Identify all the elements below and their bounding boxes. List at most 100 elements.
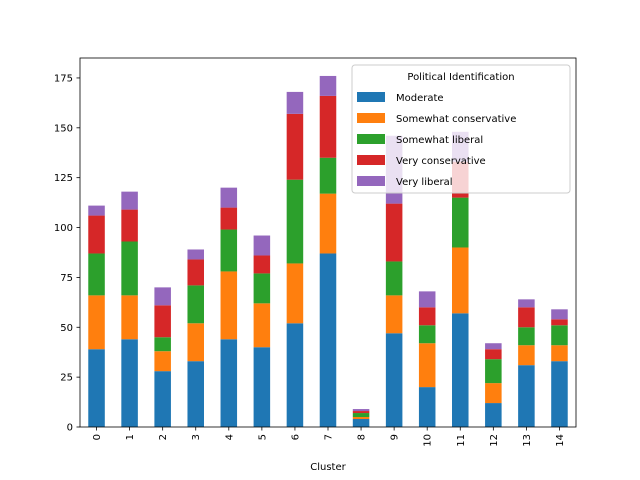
bar-very-liberal-cluster-6 — [286, 91, 304, 114]
bar-very-conservative-cluster-4 — [220, 207, 238, 230]
bar-somewhat-conservative-cluster-3 — [187, 323, 204, 362]
x-tick-label: 0 — [92, 434, 103, 440]
bar-very-conservative-cluster-0 — [88, 215, 105, 254]
y-tick-label: 100 — [54, 223, 73, 234]
bar-very-liberal-cluster-7 — [319, 75, 337, 96]
bar-moderate-cluster-10 — [418, 387, 436, 427]
bar-very-conservative-cluster-13 — [518, 307, 535, 328]
bar-somewhat-conservative-cluster-10 — [418, 343, 436, 388]
y-tick-label: 75 — [60, 273, 73, 284]
legend-box — [351, 64, 571, 194]
bar-somewhat-liberal-cluster-10 — [418, 325, 436, 344]
bar-somewhat-conservative-cluster-13 — [518, 345, 535, 366]
bar-somewhat-liberal-cluster-14 — [551, 325, 568, 346]
legend-label-very-conservative: Very conservative — [396, 156, 486, 167]
bar-moderate-cluster-6 — [286, 323, 304, 427]
bar-somewhat-liberal-cluster-11 — [452, 197, 469, 248]
bar-moderate-cluster-7 — [319, 253, 337, 427]
bar-somewhat-conservative-cluster-1 — [121, 295, 138, 340]
y-tick-label: 25 — [60, 373, 73, 384]
legend-label-somewhat-liberal: Somewhat liberal — [396, 135, 483, 146]
x-tick-label: 2 — [158, 434, 169, 440]
bar-very-liberal-cluster-13 — [518, 299, 535, 308]
x-tick-label: 11 — [456, 434, 467, 447]
legend-label-very-liberal: Very liberal — [396, 177, 453, 188]
bar-moderate-cluster-11 — [452, 313, 469, 427]
x-tick-label: 6 — [290, 434, 301, 440]
y-tick-label: 175 — [54, 73, 73, 84]
bar-moderate-cluster-4 — [220, 339, 238, 427]
bar-somewhat-liberal-cluster-12 — [485, 359, 502, 384]
bar-very-liberal-cluster-3 — [187, 249, 204, 260]
x-tick-label: 1 — [125, 434, 136, 440]
bar-very-conservative-cluster-2 — [154, 305, 171, 338]
bar-very-liberal-cluster-14 — [551, 309, 568, 320]
x-tick-label: 10 — [423, 434, 434, 447]
x-tick-label: 12 — [489, 434, 500, 447]
bar-very-liberal-cluster-4 — [220, 187, 238, 208]
legend-swatch-very-liberal — [357, 176, 385, 186]
bar-moderate-cluster-9 — [385, 333, 403, 427]
bar-somewhat-liberal-cluster-4 — [220, 229, 238, 272]
bar-somewhat-liberal-cluster-0 — [88, 253, 105, 296]
legend-label-somewhat-conservative: Somewhat conservative — [396, 114, 516, 125]
bar-very-conservative-cluster-6 — [286, 113, 304, 180]
bar-very-conservative-cluster-10 — [418, 307, 436, 326]
legend-swatch-somewhat-liberal — [357, 134, 385, 144]
bar-moderate-cluster-14 — [551, 361, 568, 427]
bar-somewhat-conservative-cluster-4 — [220, 271, 238, 340]
bar-very-liberal-cluster-1 — [121, 191, 138, 210]
bar-somewhat-liberal-cluster-7 — [319, 157, 337, 194]
y-tick-label: 150 — [54, 123, 73, 134]
x-tick-label: 7 — [324, 434, 335, 440]
bar-somewhat-conservative-cluster-6 — [286, 263, 304, 324]
bar-very-liberal-cluster-2 — [154, 287, 171, 306]
x-tick-label: 13 — [522, 434, 533, 447]
legend-title: Political Identification — [407, 72, 514, 83]
bar-somewhat-liberal-cluster-13 — [518, 327, 535, 346]
legend-swatch-very-conservative — [357, 155, 385, 165]
x-tick-label: 9 — [390, 434, 401, 440]
bar-somewhat-conservative-cluster-8 — [352, 417, 370, 420]
bar-somewhat-conservative-cluster-0 — [88, 295, 105, 350]
bar-very-conservative-cluster-8 — [352, 411, 370, 414]
x-tick-label: 3 — [191, 434, 202, 440]
bar-very-liberal-cluster-10 — [418, 291, 436, 308]
legend: Political Identification Moderate Somewhat… — [351, 64, 571, 194]
bar-somewhat-liberal-cluster-9 — [385, 261, 403, 296]
bar-very-conservative-cluster-7 — [319, 95, 337, 158]
bar-very-liberal-cluster-5 — [253, 235, 271, 256]
bar-moderate-cluster-3 — [187, 361, 204, 427]
bar-moderate-cluster-5 — [253, 347, 271, 427]
x-tick-label: 4 — [224, 434, 235, 440]
bar-somewhat-conservative-cluster-12 — [485, 383, 502, 404]
bar-very-conservative-cluster-14 — [551, 319, 568, 326]
x-tick-label: 14 — [555, 434, 566, 447]
bar-very-conservative-cluster-1 — [121, 209, 138, 242]
bar-somewhat-conservative-cluster-2 — [154, 351, 171, 372]
bar-somewhat-conservative-cluster-5 — [253, 303, 271, 348]
bar-very-liberal-cluster-8 — [352, 409, 370, 412]
bar-moderate-cluster-12 — [485, 403, 502, 427]
bar-moderate-cluster-1 — [121, 339, 138, 427]
bar-somewhat-liberal-cluster-5 — [253, 273, 271, 304]
legend-swatch-somewhat-conservative — [357, 113, 385, 123]
bar-somewhat-liberal-cluster-8 — [352, 413, 370, 418]
x-tick-label: 5 — [257, 434, 268, 440]
bar-very-conservative-cluster-12 — [485, 349, 502, 360]
bar-somewhat-liberal-cluster-6 — [286, 179, 304, 264]
bar-somewhat-conservative-cluster-7 — [319, 193, 337, 254]
bar-very-conservative-cluster-5 — [253, 255, 271, 274]
y-tick-label: 125 — [54, 173, 73, 184]
bar-somewhat-conservative-cluster-14 — [551, 345, 568, 362]
legend-label-moderate: Moderate — [396, 93, 444, 104]
bar-moderate-cluster-13 — [518, 365, 535, 427]
bar-somewhat-conservative-cluster-11 — [452, 247, 469, 314]
bar-very-conservative-cluster-3 — [187, 259, 204, 286]
bar-moderate-cluster-8 — [352, 419, 370, 427]
bars-layer — [88, 75, 568, 427]
legend-swatch-moderate — [357, 92, 385, 102]
y-tick-label: 0 — [67, 423, 73, 434]
bar-moderate-cluster-2 — [154, 371, 171, 427]
bar-somewhat-liberal-cluster-3 — [187, 285, 204, 324]
